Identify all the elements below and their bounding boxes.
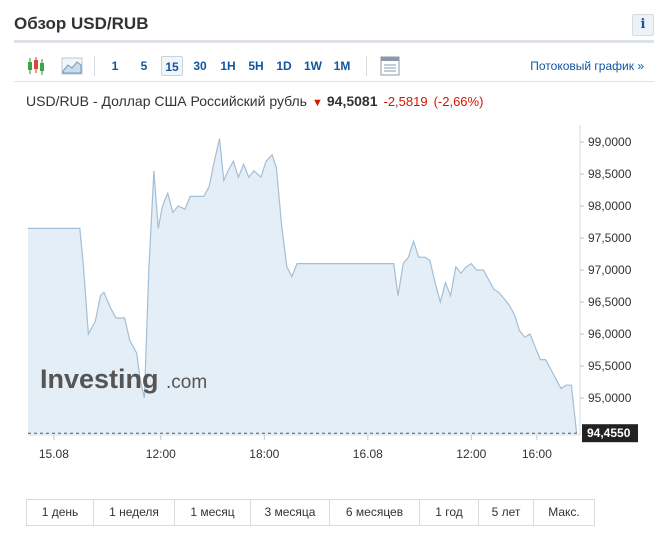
table-view-icon[interactable]	[378, 54, 402, 78]
header-divider	[14, 40, 654, 43]
x-tick-label: 18:00	[249, 447, 279, 461]
widget-header: Обзор USD/RUB i	[14, 12, 654, 40]
range-button[interactable]: 3 месяца	[251, 500, 330, 525]
timeframe-1m[interactable]: 1M	[333, 59, 351, 73]
range-button[interactable]: Макс.	[548, 505, 580, 519]
timeframe-1[interactable]: 1	[111, 59, 119, 73]
y-tick-label: 96,5000	[588, 295, 632, 309]
y-tick-label: 95,0000	[588, 391, 632, 405]
timeframe-1d[interactable]: 1D	[276, 59, 292, 73]
price-change-percent: (-2,66%)	[433, 94, 484, 109]
range-button[interactable]: 1 месяц	[175, 500, 251, 525]
down-arrow-icon: ▼	[311, 97, 323, 109]
y-tick-label: 98,5000	[588, 167, 632, 181]
x-tick-label: 16.08	[353, 447, 383, 461]
streaming-chart-link[interactable]: Потоковый график »	[530, 59, 644, 73]
price-area	[28, 138, 577, 436]
candlestick-chart-icon[interactable]	[24, 54, 48, 78]
x-tick-label: 15.08	[39, 447, 69, 461]
y-tick-label: 95,5000	[588, 359, 632, 373]
watermark-brand: Investing	[40, 364, 159, 394]
range-button[interactable]: 1 неделя	[94, 500, 175, 525]
page-title: Обзор USD/RUB	[14, 14, 149, 33]
toolbar-separator	[94, 56, 95, 76]
last-value-label: 94,4550	[587, 426, 631, 440]
range-button[interactable]: 5 лет	[479, 500, 534, 525]
timeframe-5h[interactable]: 5H	[248, 59, 264, 73]
chart-toolbar: 1 5 15 30 1H 5H 1D 1W 1M Потоковый графи…	[14, 50, 654, 82]
x-tick-label: 12:00	[456, 447, 486, 461]
investing-watermark: Investing .com	[40, 364, 207, 394]
y-tick-label: 97,0000	[588, 263, 632, 277]
timeframe-5[interactable]: 5	[140, 59, 148, 73]
timeframe-15[interactable]: 15	[161, 56, 183, 76]
y-tick-label: 99,0000	[588, 135, 632, 149]
x-tick-label: 12:00	[146, 447, 176, 461]
area-chart-icon[interactable]	[60, 54, 84, 78]
toolbar-separator	[366, 56, 367, 76]
info-icon[interactable]: i	[632, 14, 654, 36]
y-tick-label: 98,0000	[588, 199, 632, 213]
timeframe-1w[interactable]: 1W	[304, 59, 322, 73]
instrument-name: USD/RUB - Доллар США Российский рубль	[26, 93, 307, 109]
price-chart[interactable]: Investing .com 99,0000 98,5000 98,0000 97,5…	[0, 120, 665, 480]
range-button[interactable]: 1 год	[420, 500, 479, 525]
price-line	[28, 138, 578, 434]
last-price: 94,5081	[326, 93, 378, 109]
timeframe-1h[interactable]: 1H	[220, 59, 236, 73]
price-change: -2,5819	[383, 94, 428, 109]
x-tick-label: 16:00	[522, 447, 552, 461]
y-tick-label: 96,0000	[588, 327, 632, 341]
range-button[interactable]: 1 день	[27, 500, 94, 525]
y-tick-label: 97,5000	[588, 231, 632, 245]
range-button[interactable]: 6 месяцев	[330, 500, 420, 525]
last-value-box	[582, 424, 638, 443]
watermark-suffix: .com	[166, 372, 207, 393]
time-range-selector: 1 день 1 неделя 1 месяц 3 месяца 6 месяцев 1 …	[26, 499, 595, 526]
quote-line: USD/RUB - Доллар США Российский рубль ▼ 94…	[26, 93, 483, 109]
timeframe-30[interactable]: 30	[193, 59, 207, 73]
